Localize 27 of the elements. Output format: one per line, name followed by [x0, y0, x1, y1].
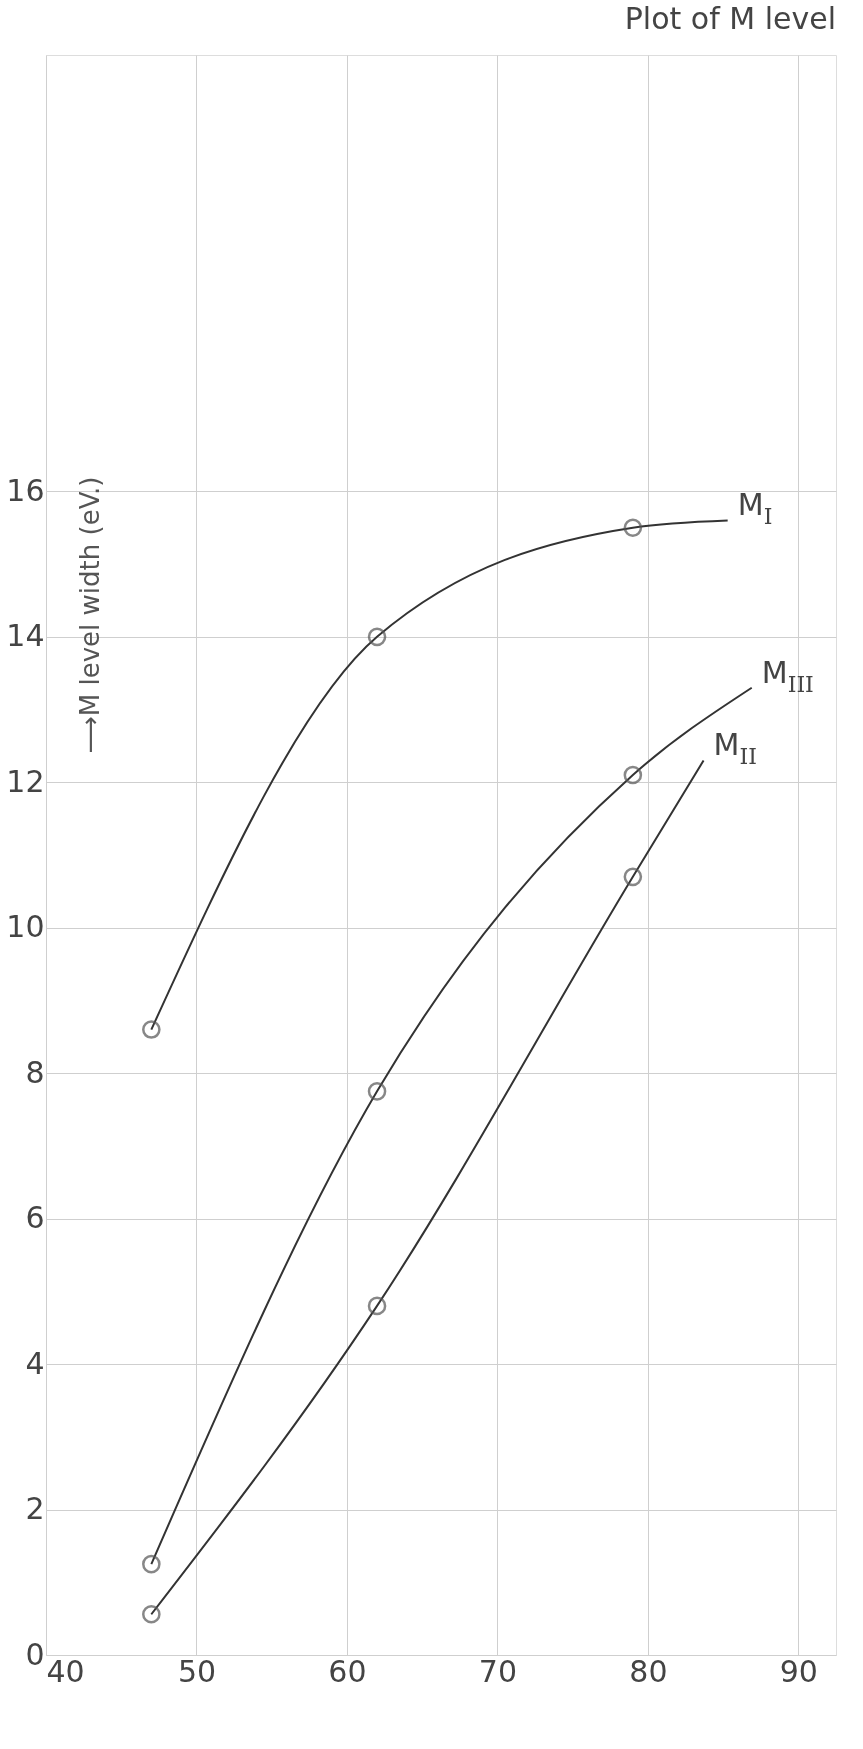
point [623, 867, 643, 887]
point [367, 627, 387, 647]
point [623, 765, 643, 785]
x-tick-label: 60 [328, 1653, 367, 1689]
y-tick-label: 8 [25, 1054, 45, 1090]
point [142, 1020, 161, 1039]
point [367, 1082, 387, 1101]
y-tick-label: 10 [6, 909, 45, 945]
point [142, 1604, 161, 1624]
x-tick-label: 80 [629, 1653, 668, 1689]
point [623, 518, 643, 538]
x-tick-label: 90 [779, 1653, 818, 1689]
y-tick-label: 2 [25, 1491, 45, 1527]
point [367, 1296, 387, 1316]
x-tick-label: 40 [46, 1653, 85, 1689]
y-tick-label: 4 [25, 1345, 45, 1381]
x-tick-label: 70 [478, 1653, 518, 1689]
y-tick-label: 16 [6, 472, 45, 508]
point [142, 1554, 161, 1574]
y-tick-label: 12 [6, 763, 45, 799]
y-tick-label: 6 [25, 1200, 45, 1236]
y-tick-label: 14 [6, 618, 45, 654]
chart-title: Plot of M level [624, 1, 836, 36]
y-tick-label: 0 [25, 1636, 45, 1672]
y-axis-title: ⟶M level width (eV.) [75, 476, 105, 754]
x-tick-label: 50 [177, 1653, 217, 1689]
line-series [150, 759, 705, 1616]
